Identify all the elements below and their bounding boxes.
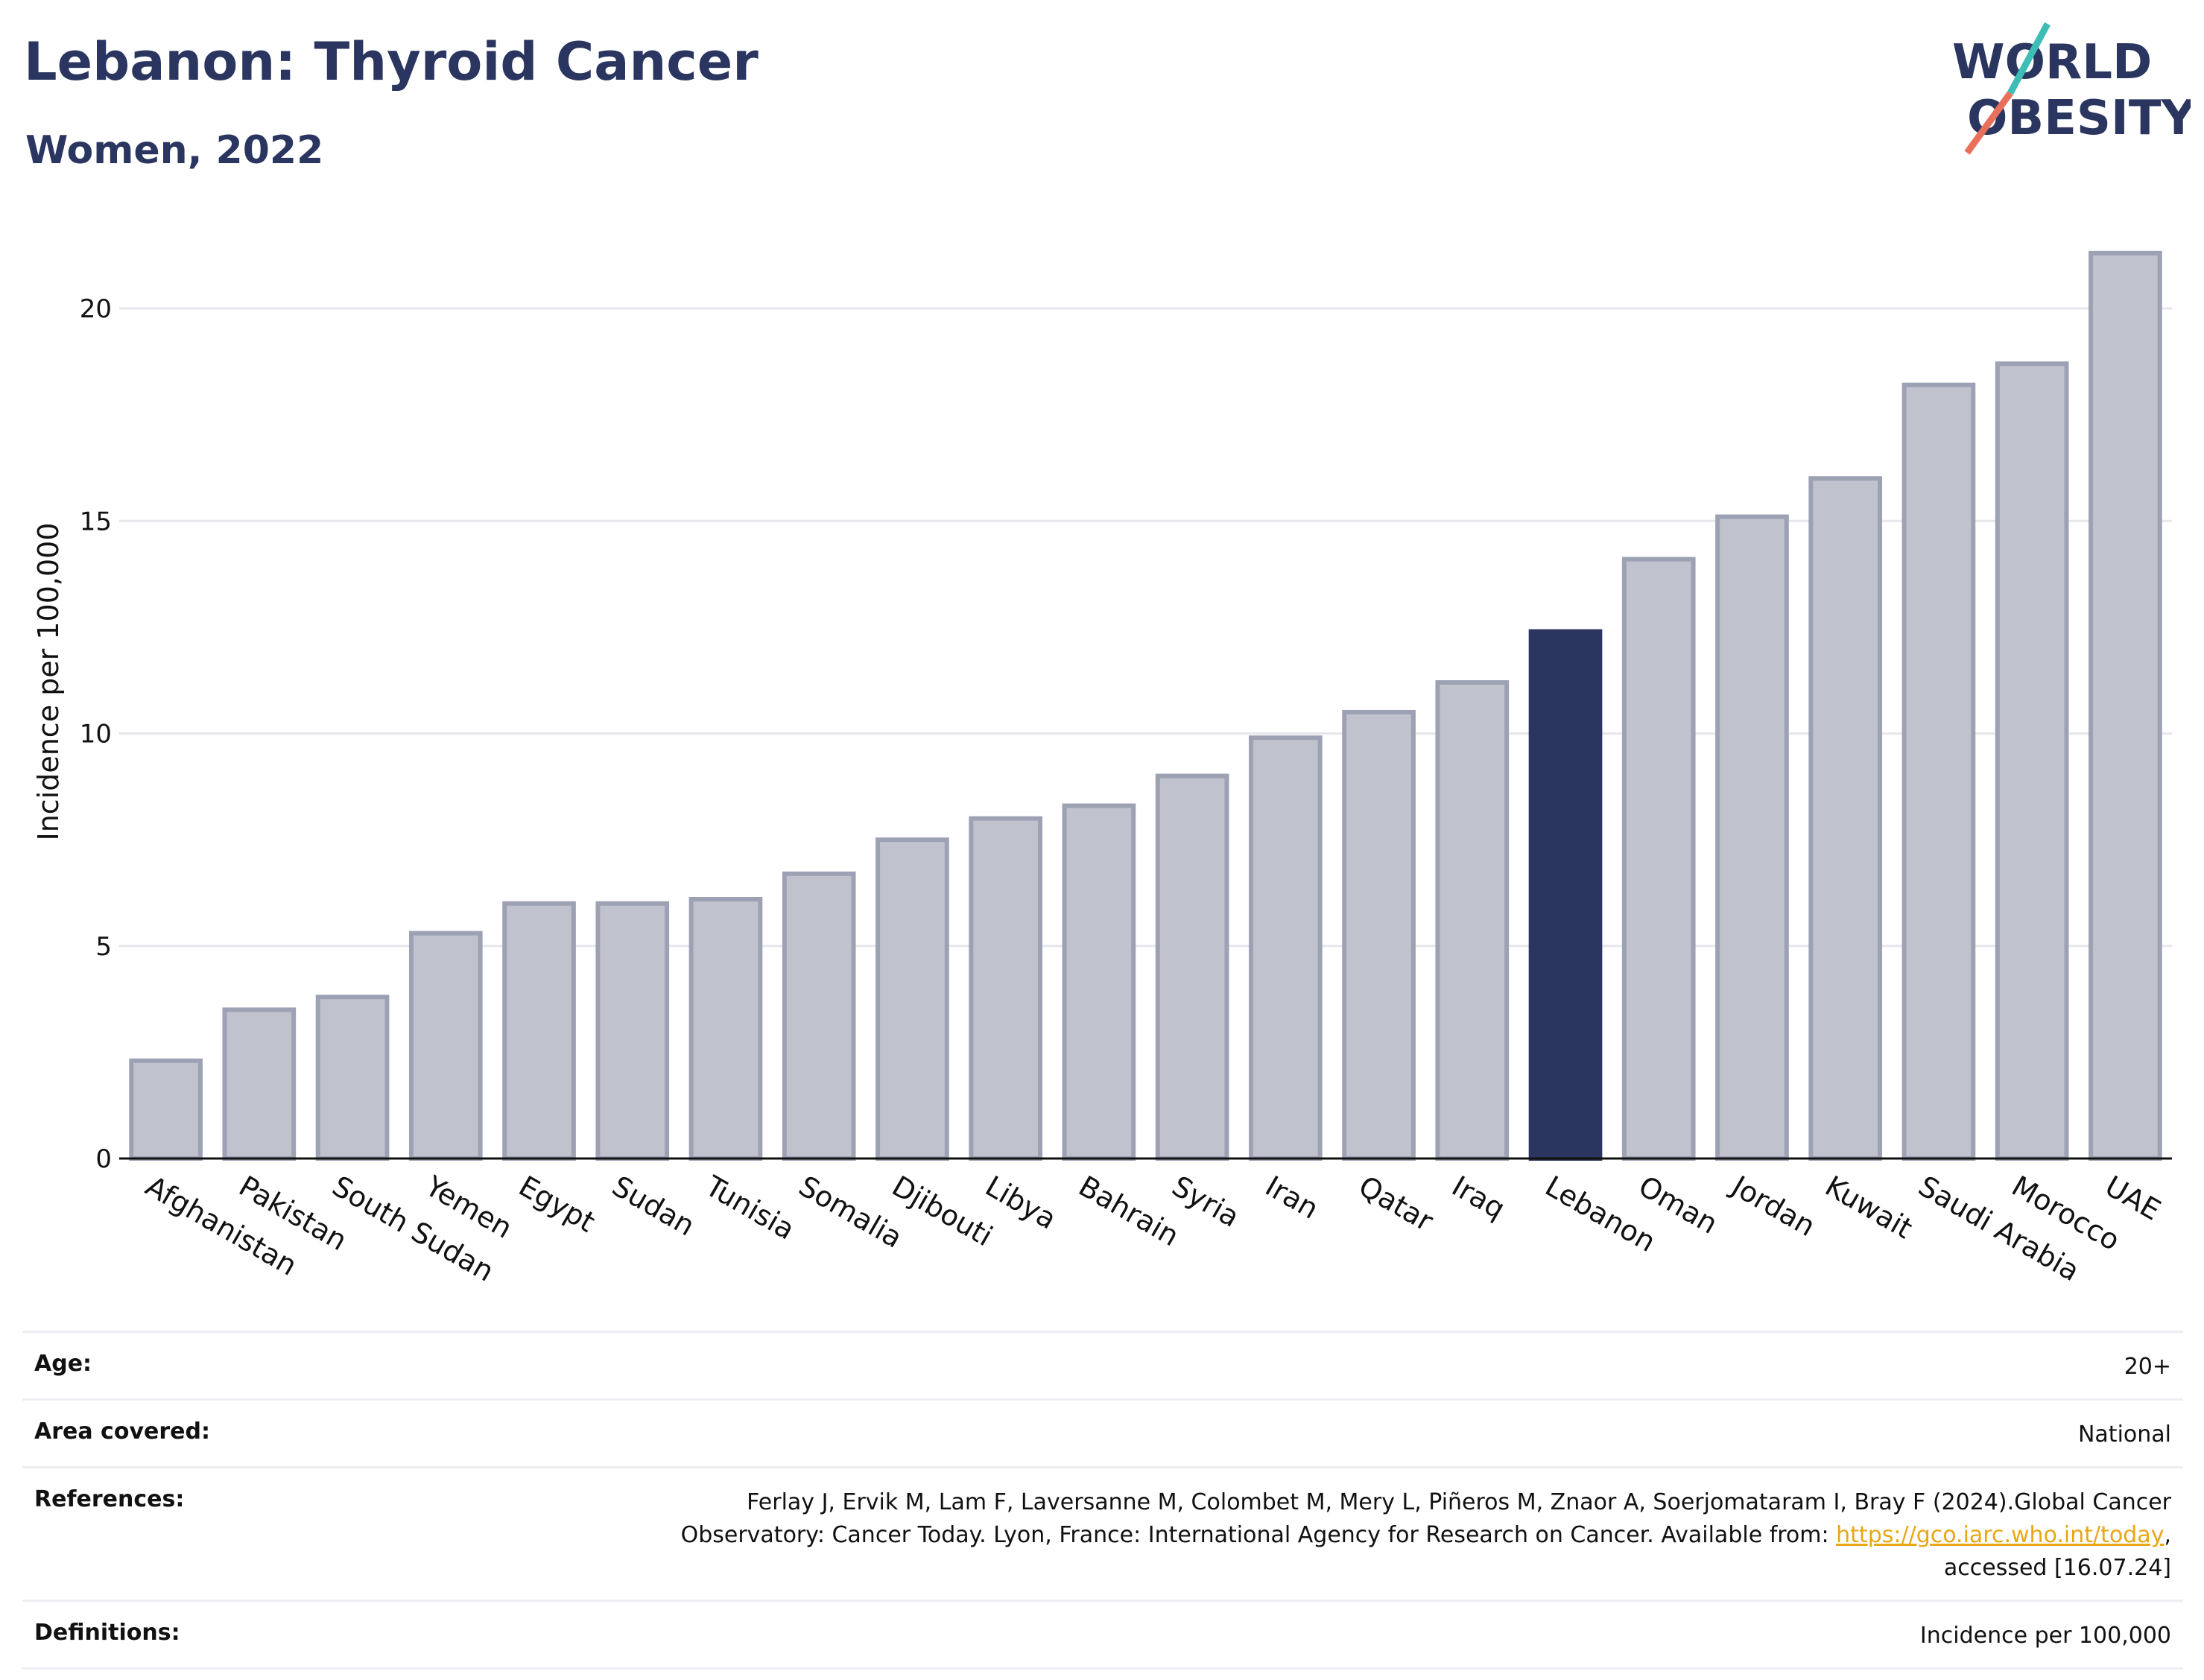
y-tick-label: 5 — [95, 932, 112, 962]
area-label: Area covered: — [34, 1419, 210, 1445]
bar-somalia — [782, 871, 856, 1161]
x-tick-label: Iraq — [1446, 1170, 1510, 1226]
x-tick-label: South Sudan — [327, 1170, 500, 1288]
bar-iraq — [1435, 680, 1510, 1161]
info-row-age: Age: 20+ — [22, 1333, 2183, 1401]
x-tick-label: Tunisia — [700, 1169, 800, 1246]
x-tick-label: Iran — [1260, 1170, 1324, 1226]
definitions-label: Definitions: — [34, 1620, 180, 1646]
x-tick-label: Saudi Arabia — [1913, 1170, 2085, 1288]
y-tick-label: 0 — [95, 1144, 112, 1174]
bar-oman — [1621, 557, 1696, 1161]
page-title: Lebanon: Thyroid Cancer — [24, 31, 759, 92]
bar-kuwait — [1808, 476, 1883, 1161]
x-tick-label: UAE — [2100, 1170, 2166, 1227]
y-axis-label: Incidence per 100,000 — [32, 522, 65, 840]
references-line1: Ferlay J, Ervik M, Lam F, Laversanne M, … — [747, 1489, 2171, 1515]
x-tick-label: Djibouti — [887, 1170, 998, 1253]
references-line3: accessed [16.07.24] — [1943, 1555, 2171, 1581]
info-row-definitions: Definitions: Incidence per 100,000 — [22, 1602, 2183, 1670]
logo-slash-teal — [2007, 22, 2051, 95]
bar-uae — [2089, 250, 2162, 1161]
bar-sudan — [595, 901, 670, 1161]
bar-south-sudan — [315, 995, 390, 1161]
bar-lebanon — [1528, 629, 1603, 1161]
definitions-value: Incidence per 100,000 — [1919, 1623, 2171, 1649]
x-tick-label: Sudan — [607, 1170, 700, 1243]
area-value: National — [2077, 1421, 2171, 1448]
y-tick-label: 15 — [80, 507, 112, 536]
x-tick-label: Qatar — [1353, 1170, 1439, 1238]
bar-egypt — [502, 901, 576, 1161]
y-tick-label: 20 — [80, 294, 112, 324]
page-subtitle: Women, 2022 — [25, 128, 324, 173]
references-label: References: — [34, 1486, 185, 1512]
world-obesity-logo: WORLD OBESITY — [1952, 22, 2191, 155]
references-line2: Observatory: Cancer Today. Lyon, France:… — [680, 1522, 1829, 1548]
x-tick-label: Somalia — [794, 1170, 908, 1255]
bar-libya — [969, 816, 1042, 1161]
y-tick-label: 10 — [80, 720, 112, 749]
info-row-area: Area covered: National — [22, 1401, 2183, 1468]
info-row-references: References: Ferlay J, Ervik M, Lam F, La… — [22, 1468, 2183, 1602]
bar-jordan — [1715, 514, 1789, 1161]
bar-bahrain — [1062, 803, 1136, 1161]
x-tick-label: Kuwait — [1820, 1170, 1918, 1246]
bar-djibouti — [875, 837, 949, 1161]
bar-morocco — [1995, 361, 2069, 1161]
bar-iran — [1249, 735, 1323, 1161]
logo-slash-coral — [1964, 91, 2013, 155]
references-link[interactable]: https://gco.iarc.who.int/today — [1836, 1522, 2165, 1548]
logo-line1: WORLD — [1952, 35, 2152, 90]
bar-qatar — [1342, 709, 1416, 1161]
age-value: 20+ — [2124, 1354, 2171, 1380]
x-tick-label: Bahrain — [1073, 1170, 1184, 1253]
info-table: Age: 20+ Area covered: National Referenc… — [22, 1331, 2183, 1670]
bar-syria — [1155, 773, 1229, 1161]
bar-yemen — [408, 931, 483, 1161]
references-value: Ferlay J, Ervik M, Lam F, Laversanne M, … — [680, 1489, 2171, 1581]
y-ticks: 0 5 10 15 20 — [80, 294, 112, 1174]
bar-saudi-arabia — [1901, 382, 1976, 1161]
bar-tunisia — [688, 896, 763, 1161]
bar-afghanistan — [129, 1058, 203, 1161]
x-tick-label: Jordan — [1725, 1169, 1820, 1243]
bars-group — [129, 250, 2162, 1161]
x-tick-label: Egypt — [513, 1170, 601, 1239]
bar-pakistan — [222, 1007, 297, 1161]
age-label: Age: — [34, 1351, 92, 1377]
